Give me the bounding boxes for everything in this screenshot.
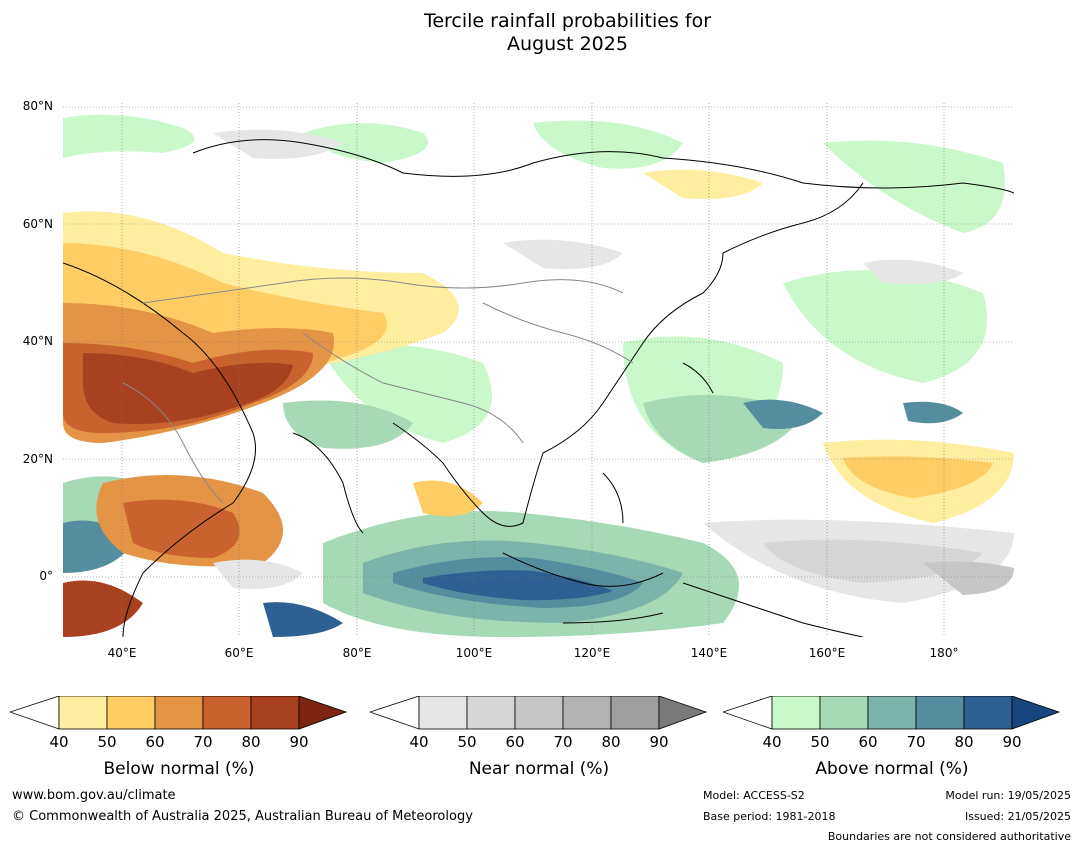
footer-model-run: Model run: 19/05/2025 [945, 789, 1071, 802]
near-normal-areas [213, 129, 1014, 603]
footer-base-period: Base period: 1981-2018 [703, 810, 836, 823]
lon-label-160e: 160°E [808, 646, 846, 660]
lon-label-100e: 100°E [455, 646, 493, 660]
tick: 50 [810, 733, 830, 751]
footer-issued: Issued: 21/05/2025 [964, 810, 1071, 823]
map-canvas [63, 103, 1014, 637]
lat-label-0: 0° [39, 569, 53, 583]
tick: 70 [193, 733, 213, 751]
lat-label-60n: 60°N [22, 217, 53, 231]
below-normal-areas [63, 169, 1014, 637]
tick: 70 [906, 733, 926, 751]
lat-label-40n: 40°N [22, 334, 53, 348]
gridlines [63, 103, 1014, 637]
tick: 80 [241, 733, 261, 751]
footer-copyright: © Commonwealth of Australia 2025, Austra… [12, 809, 473, 824]
tick: 40 [49, 733, 69, 751]
tick: 90 [289, 733, 309, 751]
colorbar-below-label: Below normal (%) [103, 759, 255, 779]
tick: 60 [145, 733, 165, 751]
lat-label-80n: 80°N [22, 99, 53, 113]
colorbar-near-label: Near normal (%) [468, 759, 610, 779]
colorbar-above-label: Above normal (%) [815, 759, 969, 779]
tick: 60 [505, 733, 525, 751]
lon-label-180: 180° [929, 646, 959, 660]
chart-title: Tercile rainfall probabilities for Augus… [0, 10, 1081, 56]
tick: 50 [97, 733, 117, 751]
tick: 50 [457, 733, 477, 751]
lon-label-80e: 80°E [342, 646, 372, 660]
lat-label-20n: 20°N [22, 452, 53, 466]
footer-boundaries-note: Boundaries are not considered authoritat… [827, 830, 1071, 843]
title-line-2: August 2025 [507, 33, 628, 55]
footer-website: www.bom.gov.au/climate [12, 788, 176, 803]
colorbar-below-normal [10, 696, 348, 730]
country-borders [122, 277, 634, 504]
colorbar-above-normal [723, 696, 1061, 730]
lon-label-140e: 140°E [690, 646, 728, 660]
tick: 70 [553, 733, 573, 751]
tick: 90 [1002, 733, 1022, 751]
lon-label-40e: 40°E [107, 646, 137, 660]
tick: 40 [409, 733, 429, 751]
title-line-1: Tercile rainfall probabilities for [423, 10, 712, 32]
tick: 40 [762, 733, 782, 751]
tick: 80 [601, 733, 621, 751]
rainfall-probability-map [63, 103, 1014, 637]
tick: 80 [954, 733, 974, 751]
colorbar-near-normal [370, 696, 708, 730]
lon-label-60e: 60°E [224, 646, 254, 660]
lon-label-120e: 120°E [573, 646, 611, 660]
tick: 60 [858, 733, 878, 751]
footer-model: Model: ACCESS-S2 [703, 789, 805, 802]
tick: 90 [649, 733, 669, 751]
